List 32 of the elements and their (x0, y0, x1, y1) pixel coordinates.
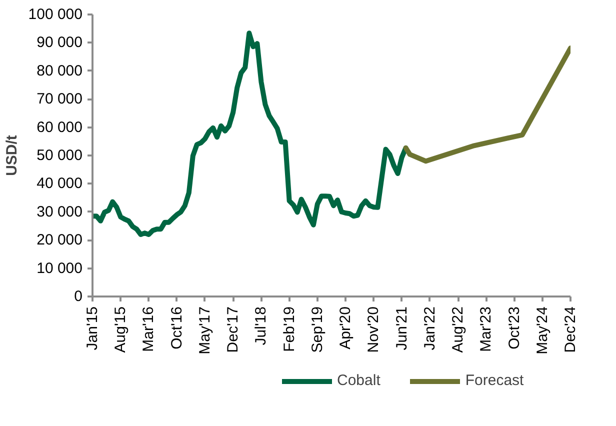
legend-label: Cobalt (337, 372, 380, 389)
y-tick-label: 80 000 (36, 62, 83, 80)
x-tick-label: Jun'21 (393, 306, 410, 350)
y-tick-label: 20 000 (36, 232, 83, 249)
y-tick-label: 90 000 (36, 34, 83, 52)
x-tick-label: Mar'16 (140, 306, 158, 352)
x-tick-label: Aug'15 (112, 306, 130, 353)
x-tick-label: Oct'16 (168, 306, 186, 350)
y-tick-label: 30 000 (36, 203, 83, 220)
legend-label: Forecast (465, 372, 524, 389)
x-tick-label: Oct'23 (506, 306, 523, 350)
x-tick-label: Jan'22 (421, 306, 438, 350)
x-tick-label: Dec'17 (224, 306, 242, 353)
x-tick-label: Feb'19 (280, 306, 298, 352)
y-tick-label: 50 000 (36, 147, 83, 164)
x-tick-label: Jan'15 (84, 306, 101, 350)
x-tick-label: Aug'22 (450, 306, 467, 353)
y-tick-label: 100 000 (28, 6, 83, 23)
y-tick-label: 60 000 (36, 118, 83, 136)
x-tick-label: May'24 (534, 306, 551, 354)
x-tick-label: Sep'19 (308, 306, 326, 353)
x-tick-label: Jul'18 (252, 306, 270, 346)
y-axis-title: USD/t (3, 135, 20, 176)
y-tick-label: 10 000 (36, 260, 83, 277)
y-tick-label: 0 (74, 288, 82, 305)
x-tick-label: Apr'20 (337, 306, 354, 350)
y-tick-label: 70 000 (36, 90, 83, 108)
x-tick-label: Mar'23 (478, 306, 495, 352)
x-tick-label: Dec'24 (562, 306, 579, 353)
y-tick-label: 40 000 (36, 175, 83, 192)
x-tick-label: Nov'20 (365, 306, 382, 353)
x-tick-label: May'17 (196, 306, 214, 354)
